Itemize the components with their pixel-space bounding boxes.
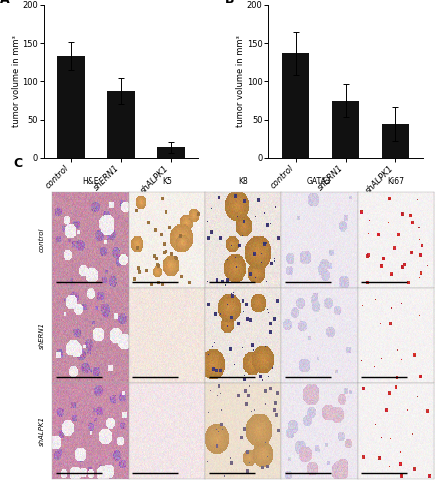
Bar — [107, 90, 135, 158]
Y-axis label: tumor volume in mm³: tumor volume in mm³ — [236, 35, 245, 127]
Bar — [282, 53, 309, 158]
Text: K5: K5 — [162, 177, 172, 186]
Text: B: B — [225, 0, 234, 6]
Text: control: control — [38, 227, 44, 252]
Bar — [157, 147, 185, 158]
Text: A: A — [0, 0, 10, 6]
Text: C: C — [13, 157, 22, 170]
Y-axis label: tumor volume in mm³: tumor volume in mm³ — [12, 35, 21, 127]
Text: K8: K8 — [238, 177, 248, 186]
Bar — [332, 101, 359, 158]
Text: shERN1: shERN1 — [38, 322, 44, 349]
Bar — [58, 56, 85, 158]
Text: Ki67: Ki67 — [387, 177, 404, 186]
Bar — [382, 124, 409, 158]
Text: shALPK1: shALPK1 — [38, 416, 44, 446]
Text: H&E: H&E — [82, 177, 99, 186]
Text: GATA3: GATA3 — [307, 177, 332, 186]
